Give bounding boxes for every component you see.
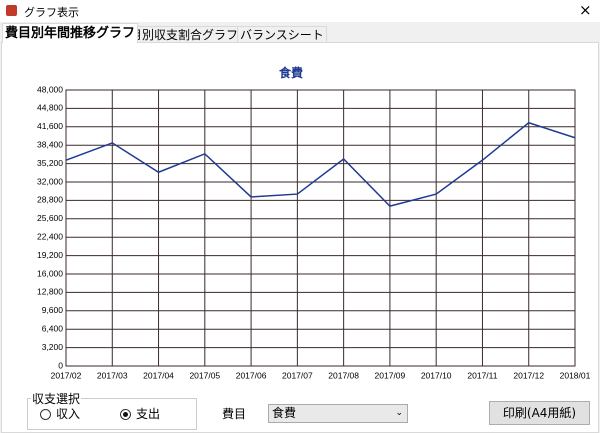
radio-label: 支出 xyxy=(136,407,161,421)
tab[interactable]: バランスシート xyxy=(237,26,327,43)
y-tick-label: 25,600 xyxy=(37,213,63,223)
y-tick-label: 12,800 xyxy=(37,287,63,297)
chart-title: 食費 xyxy=(278,65,303,80)
x-tick-label: 2017/11 xyxy=(467,370,497,380)
tab[interactable]: 費目別年間推移グラフ xyxy=(2,23,139,43)
radio-dot xyxy=(123,412,128,417)
x-tick-label: 2017/10 xyxy=(421,370,452,380)
y-tick-label: 6,400 xyxy=(42,323,64,333)
title-bar: グラフ表示 × xyxy=(0,0,600,22)
y-tick-label: 35,200 xyxy=(37,158,63,168)
group-label: 収支選択 xyxy=(31,390,82,407)
y-tick-label: 9,600 xyxy=(42,305,64,315)
tab[interactable]: 月別収支割合グラフ xyxy=(127,26,242,43)
y-tick-label: 44,800 xyxy=(37,103,63,113)
print-button[interactable]: 印刷(A4用紙) xyxy=(489,401,590,425)
category-select[interactable]: 食費 ⌄ xyxy=(268,404,408,423)
radio-income[interactable] xyxy=(40,409,51,420)
x-tick-label: 2017/05 xyxy=(189,370,220,380)
x-tick-label: 2017/02 xyxy=(51,370,82,380)
x-tick-label: 2018/01 xyxy=(560,370,591,380)
x-tick-label: 2017/09 xyxy=(375,370,406,380)
select-arrow: ⌄ xyxy=(395,408,403,418)
y-tick-label: 19,200 xyxy=(37,250,63,260)
window-title: グラフ表示 xyxy=(24,6,79,19)
data-line xyxy=(65,121,576,207)
x-tick-label: 2017/08 xyxy=(328,370,359,380)
y-tick-label: 32,000 xyxy=(37,176,63,186)
radio-expense[interactable] xyxy=(120,409,131,420)
y-tick-label: 16,000 xyxy=(37,268,63,278)
y-tick-label: 0 xyxy=(58,360,63,370)
select-value: 食費 xyxy=(272,406,297,420)
y-tick-label: 22,400 xyxy=(37,231,63,241)
radio-label: 収入 xyxy=(56,407,81,421)
y-tick-label: 3,200 xyxy=(42,342,64,352)
close-button[interactable]: × xyxy=(579,1,592,19)
x-tick-label: 2017/07 xyxy=(282,370,313,380)
y-tick-label: 38,400 xyxy=(37,139,63,149)
y-tick-label: 41,600 xyxy=(37,121,63,131)
radio-group: 収支選択 収入 支出 xyxy=(27,390,197,430)
x-tick-label: 2017/06 xyxy=(236,370,267,380)
chart: 食費 0 3,200 6,400 9,600 12,800 16,000 19,200 22,… xyxy=(37,65,591,380)
x-tick-label: 2017/12 xyxy=(513,370,544,380)
category-label: 費目 xyxy=(222,407,247,421)
x-tick-label: 2017/03 xyxy=(97,370,128,380)
plot-area xyxy=(65,89,576,367)
y-tick-label: 48,000 xyxy=(37,84,63,94)
app-icon xyxy=(6,5,17,16)
x-tick-label: 2017/04 xyxy=(143,370,174,380)
y-tick-label: 28,800 xyxy=(37,195,63,205)
